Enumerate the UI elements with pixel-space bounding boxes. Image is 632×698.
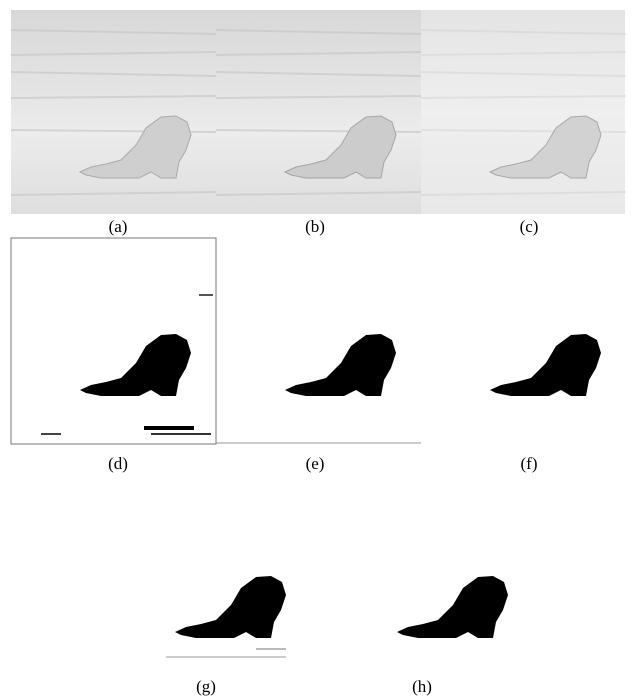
panel-label: (a) (109, 217, 128, 236)
panel-label: (c) (520, 217, 539, 236)
panel-label: (f) (521, 454, 538, 473)
panel-label: (g) (196, 677, 216, 696)
mask-f (490, 334, 601, 396)
mask-e (216, 334, 421, 443)
figure: (a) (b) (c) (d) (e) (f) (g) (h) (0, 0, 632, 698)
photo-c (421, 10, 626, 214)
photo-b (216, 10, 421, 214)
mask-h (397, 576, 508, 638)
panel-label: (b) (305, 217, 325, 236)
panel-label: (e) (306, 454, 325, 473)
mask-g (166, 576, 286, 658)
panel-label: (h) (412, 677, 432, 696)
mask-d (11, 238, 216, 444)
panel-label: (d) (108, 454, 128, 473)
photo-a (11, 10, 216, 214)
